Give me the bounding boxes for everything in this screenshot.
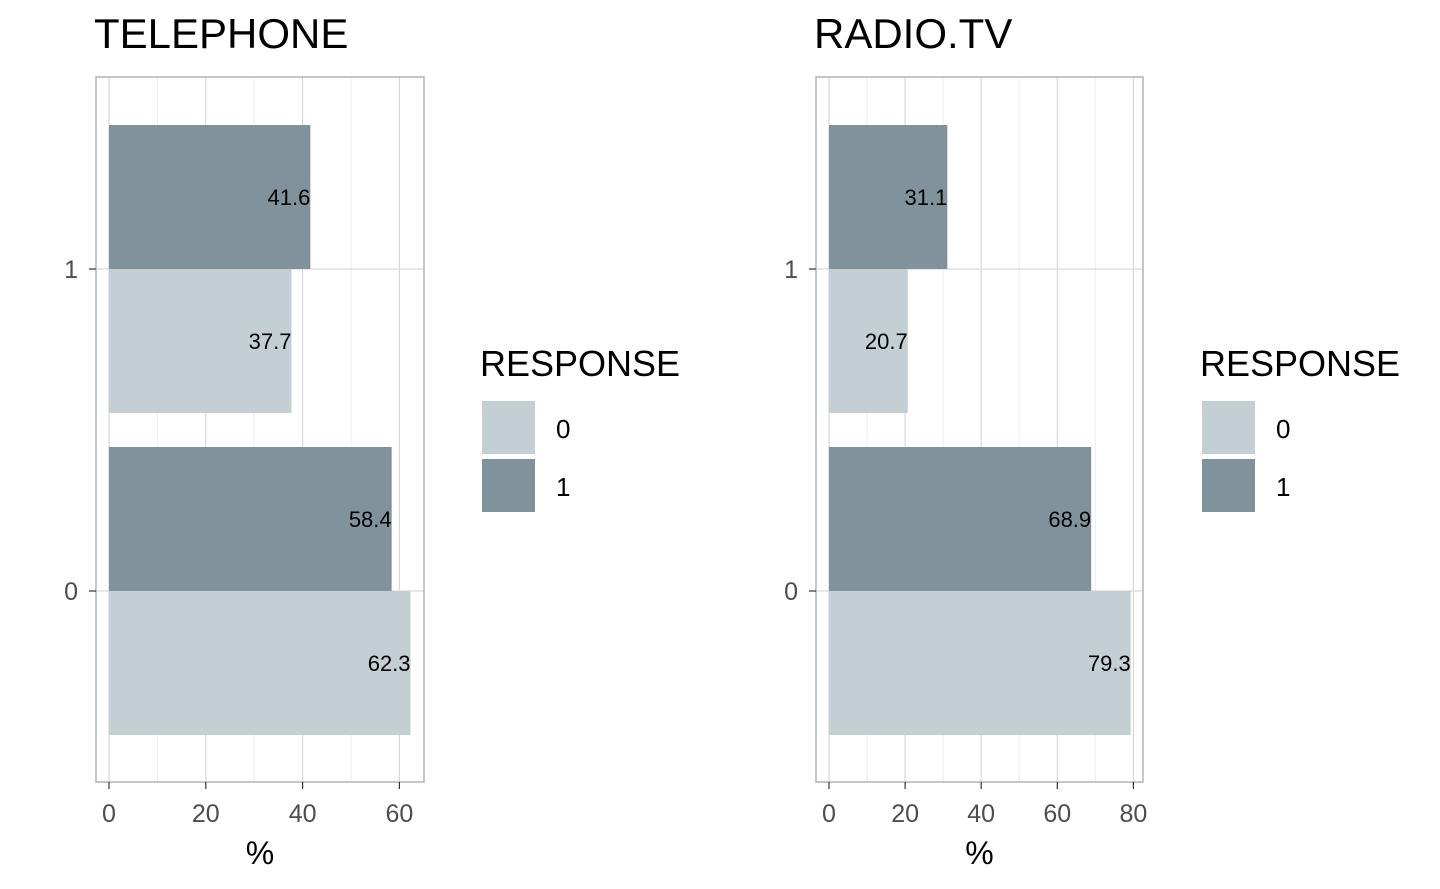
bar-data-label: 68.9 [1048,507,1091,532]
x-tick-label: 40 [289,800,317,828]
x-tick-label: 0 [822,800,836,828]
bar-data-label: 31.1 [905,185,948,210]
legend-title: RESPONSE [480,343,680,384]
bar-response-0-cat-1 [829,269,908,413]
x-axis-title: % [246,835,274,871]
bar-data-label: 37.7 [249,329,292,354]
legend-key-0 [482,401,535,454]
panel-border [95,76,425,783]
y-tick-label: 1 [784,256,798,284]
x-axis-title: % [965,835,993,871]
panel-border [815,76,1144,783]
x-tick-label: 0 [102,800,116,828]
y-tick-label: 0 [64,578,78,606]
bar-response-0-cat-1 [109,269,292,413]
y-tick-label: 0 [784,578,798,606]
bar-data-label: 58.4 [349,507,392,532]
legend-key-1 [482,459,535,512]
bar-data-label: 41.6 [268,185,311,210]
legend: RESPONSE 0 1 [1200,343,1400,512]
bar-response-1-cat-1 [109,125,311,269]
legend-label-0: 0 [556,414,570,444]
legend-key-0 [1202,401,1255,454]
chart-title: TELEPHONE [94,10,348,57]
bar-response-1-cat-1 [829,125,948,269]
x-tick-label: 20 [192,800,220,828]
bar-data-label: 79.3 [1088,651,1131,676]
bar-data-label: 62.3 [368,651,411,676]
legend: RESPONSE 0 1 [480,343,680,512]
bar-response-1-cat-0 [829,447,1092,591]
legend-label-0: 0 [1276,414,1290,444]
bar-data-label: 20.7 [865,329,908,354]
bar-response-0-cat-0 [829,591,1131,735]
bar-response-0-cat-0 [109,591,411,735]
legend-title: RESPONSE [1200,343,1400,384]
x-tick-label: 80 [1119,800,1147,828]
x-tick-label: 20 [891,800,919,828]
legend-key-1 [1202,459,1255,512]
x-tick-label: 60 [1043,800,1071,828]
legend-label-1: 1 [556,472,570,502]
bar-response-1-cat-0 [109,447,392,591]
y-tick-label: 1 [64,256,78,284]
legend-label-1: 1 [1276,472,1290,502]
x-tick-label: 60 [385,800,413,828]
chart-title: RADIO.TV [814,10,1012,57]
x-tick-label: 40 [967,800,995,828]
